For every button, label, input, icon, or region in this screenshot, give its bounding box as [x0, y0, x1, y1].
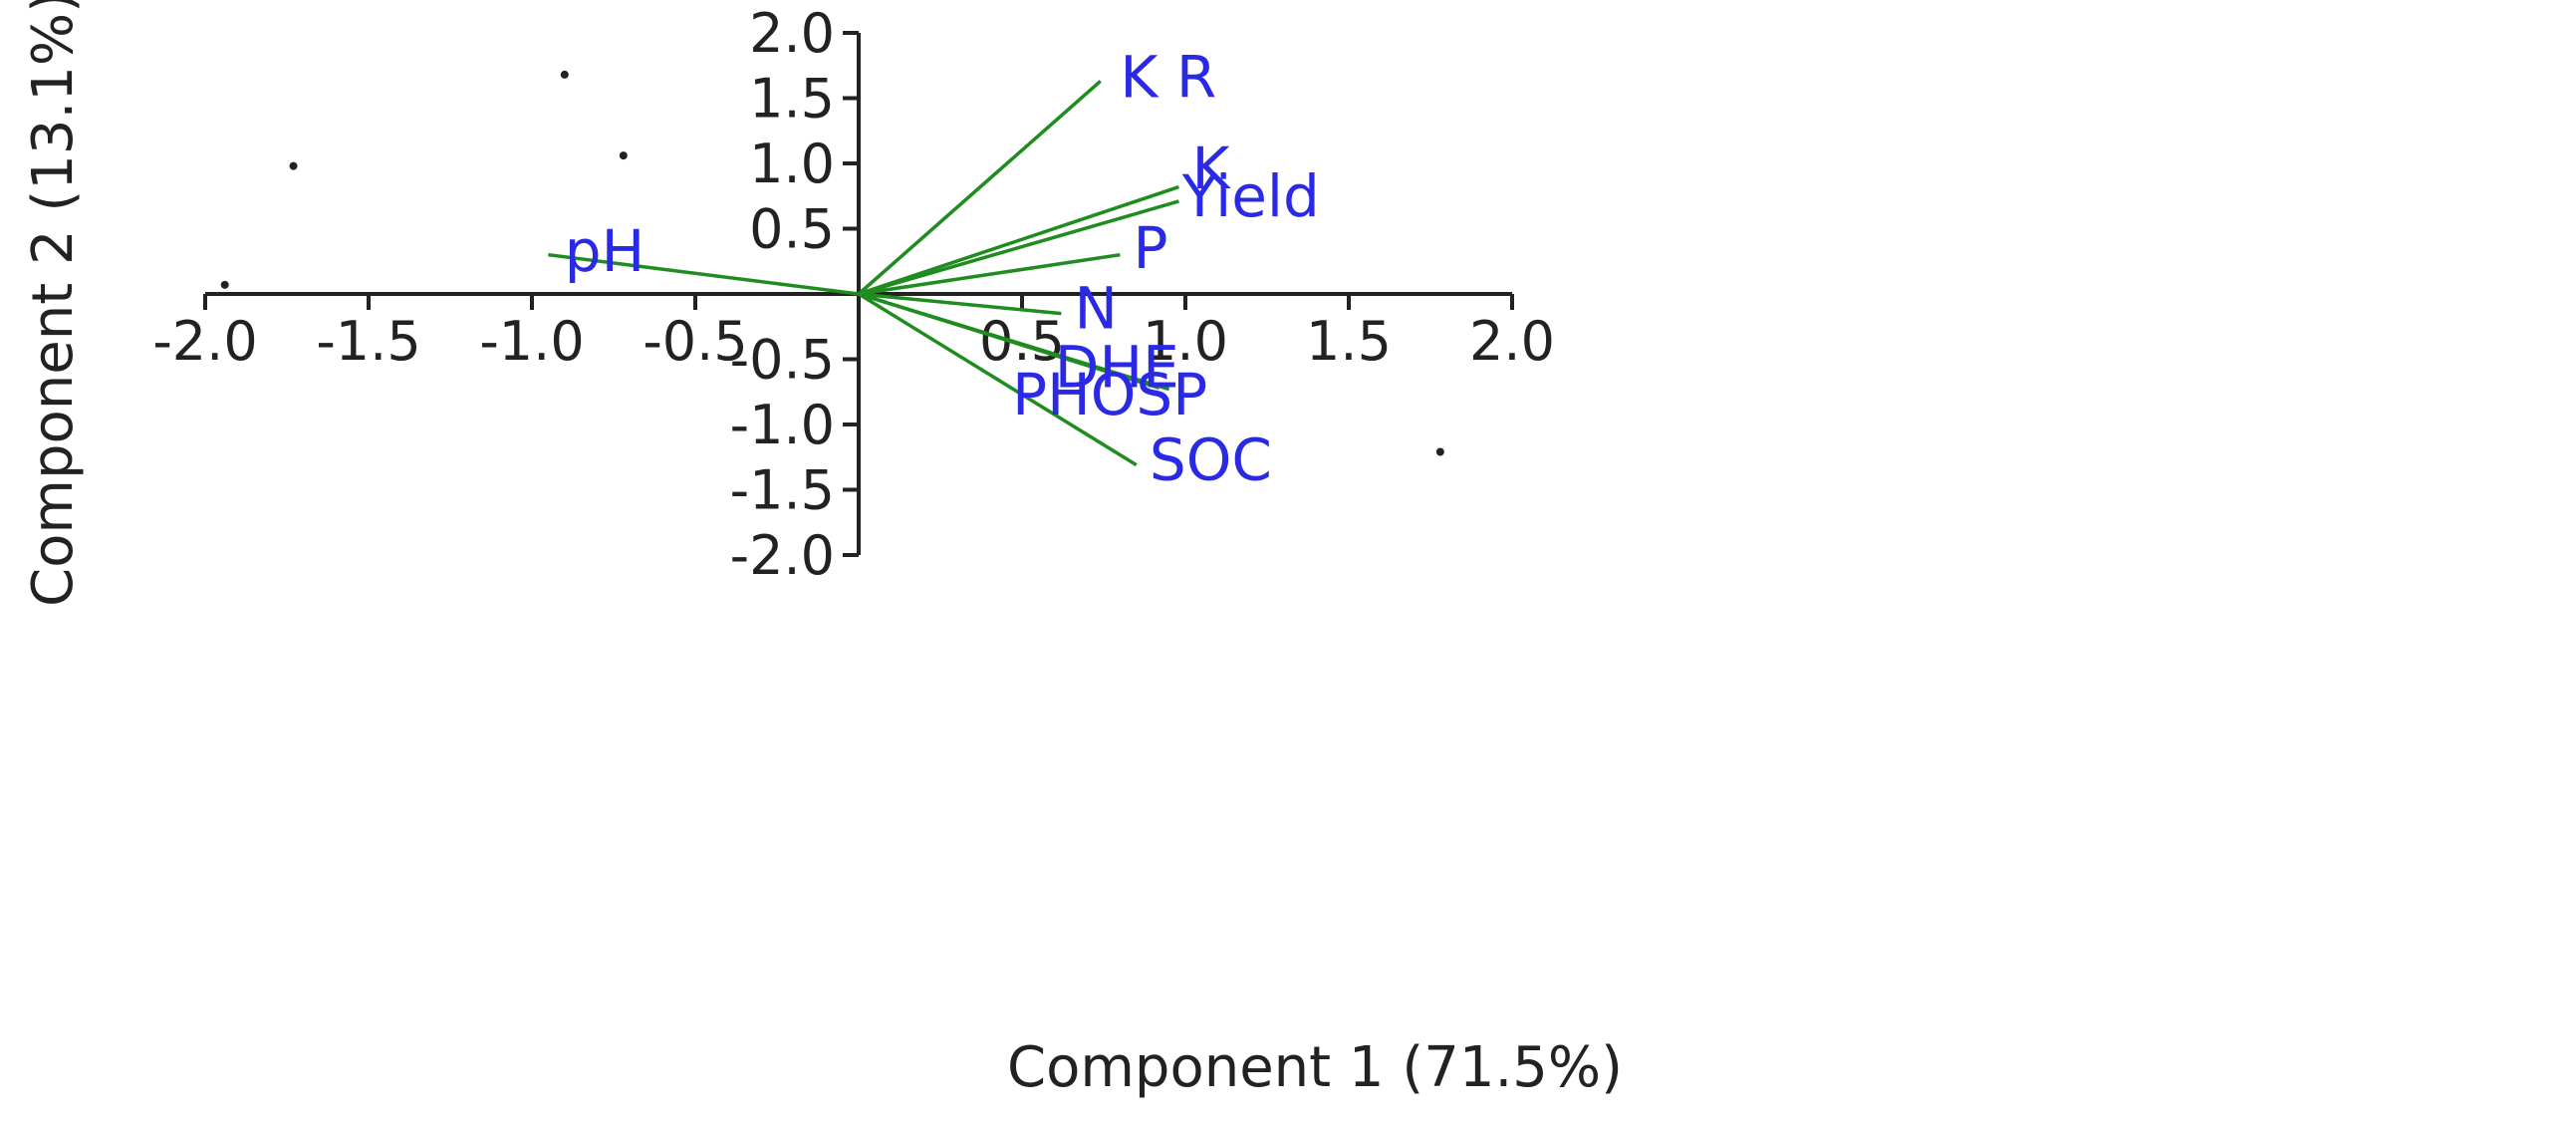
x-tick-label: 1.0 [1143, 310, 1228, 373]
vector-k [858, 184, 1179, 296]
points-layer [220, 70, 1444, 456]
vector-label-ph: pH [565, 217, 644, 285]
vectors-layer [548, 80, 1179, 467]
vector-label-n: N [1074, 274, 1117, 342]
score-point [1435, 447, 1444, 456]
vector-n [858, 292, 1062, 316]
vector-label-dhe: DHE [1055, 333, 1179, 401]
vector-p [858, 252, 1121, 296]
vector-soc [858, 292, 1138, 467]
vector-label-k-r: K R [1120, 44, 1216, 112]
y-tick-label: 0.5 [749, 198, 835, 261]
score-point [560, 70, 569, 79]
y-tick-label: 2.0 [749, 2, 835, 65]
x-tick-label: -2.0 [152, 310, 257, 373]
vector-phosp [858, 292, 1170, 392]
x-tick-label: 1.5 [1306, 310, 1392, 373]
x-tick-label: -1.5 [316, 310, 420, 373]
y-tick-label: -1.0 [730, 394, 835, 456]
vector-label-k: K [1192, 135, 1232, 202]
vector-label-soc: SOC [1150, 425, 1272, 493]
vector-k-r [857, 80, 1102, 296]
y-tick-label: 1.5 [749, 68, 835, 131]
x-tick-label: 2.0 [1469, 310, 1555, 373]
score-point [220, 280, 229, 289]
x-tick-label: -0.5 [643, 310, 747, 373]
x-tick-label: -1.0 [479, 310, 584, 373]
vector-label-phosp: PHOSP [1012, 361, 1207, 428]
y-tick-label: -0.5 [730, 329, 835, 392]
score-point [289, 161, 298, 170]
y-tick-label: 1.0 [749, 133, 835, 195]
score-point [619, 151, 628, 160]
y-tick-label: -1.5 [730, 459, 835, 522]
y-tick-label: -2.0 [730, 524, 835, 587]
x-tick-label: 0.5 [979, 310, 1065, 373]
vector-yield [858, 199, 1179, 296]
ticks-layer: -2.0 -1.5 -1.0 -0.5 0.5 1.0 1.5 2.02.01.51.00.5… [152, 2, 1555, 587]
x-axis-title: Component 1 (71.5%) [1007, 1035, 1623, 1100]
y-axis-title: Component 2 (13.1%) [21, 0, 86, 607]
vector-ph [548, 252, 860, 296]
vector-label-p: P [1134, 214, 1168, 282]
vector-label-yield: Yield [1181, 162, 1320, 230]
